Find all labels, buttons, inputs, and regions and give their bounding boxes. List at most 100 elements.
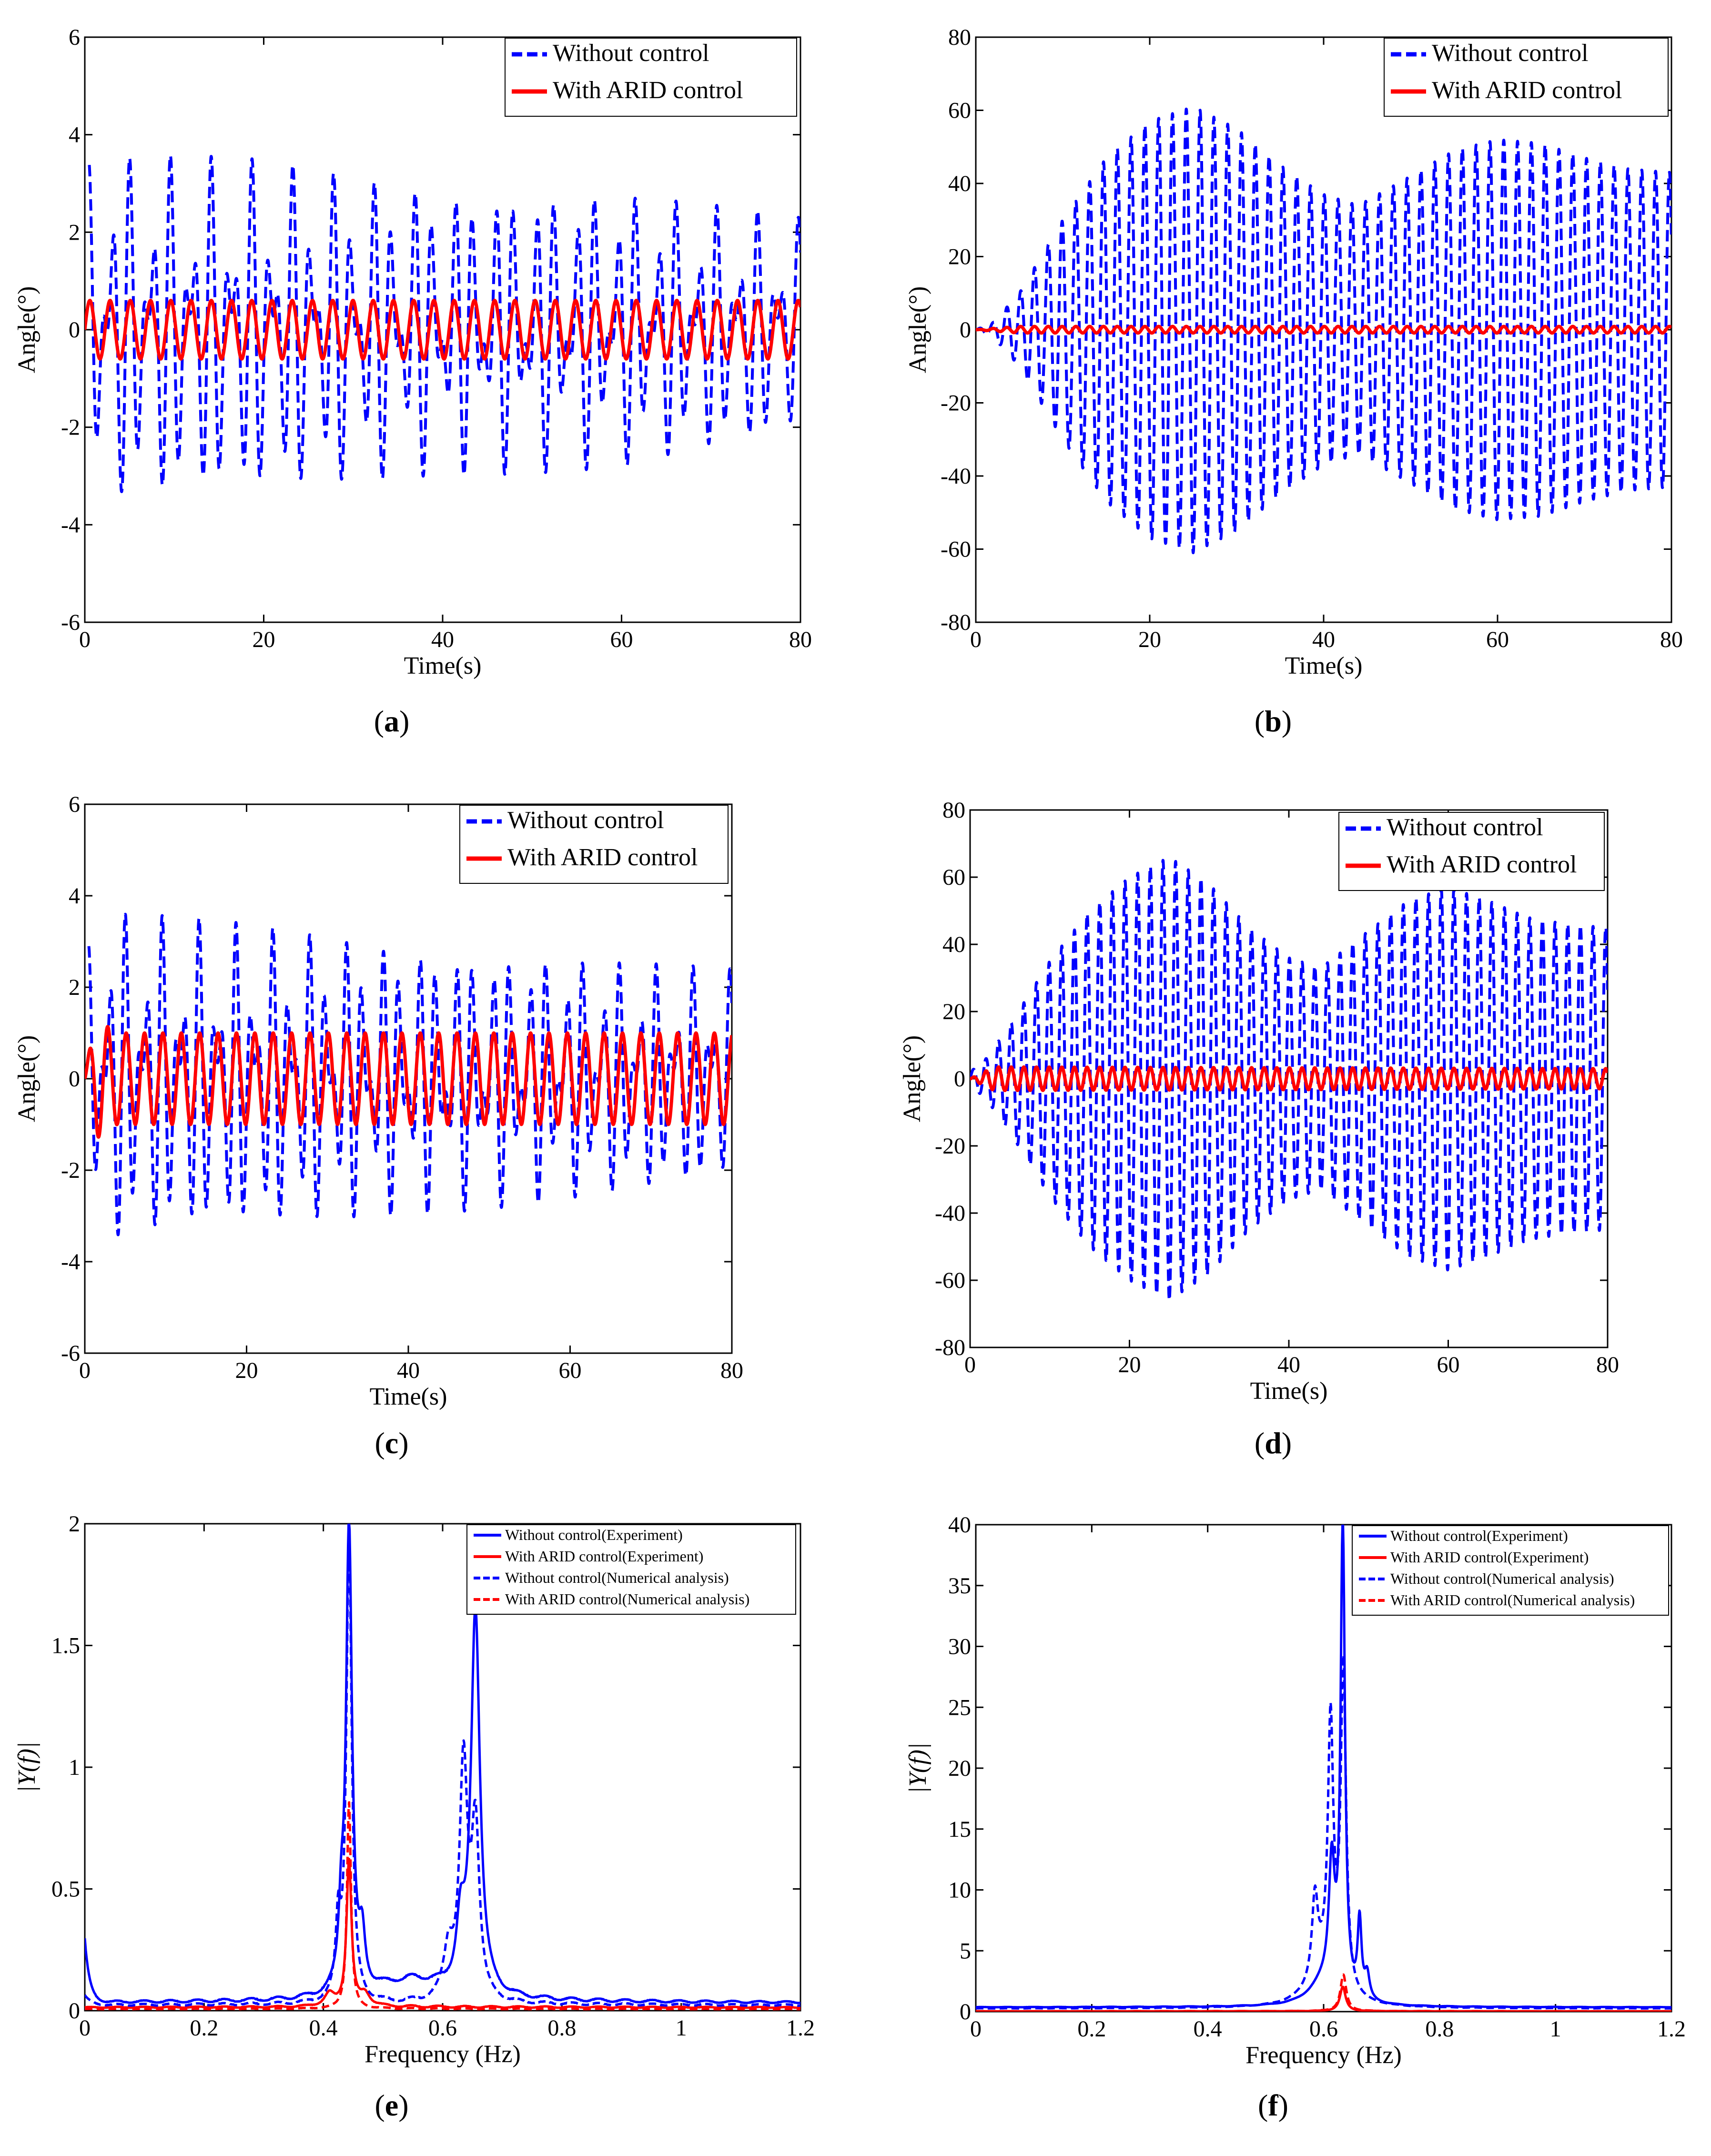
legend-box	[1384, 38, 1669, 117]
y-tick-label: -60	[941, 537, 971, 562]
y-tick-label: -80	[935, 1335, 965, 1360]
legend-label: Without control(Numerical analysis)	[1390, 1570, 1614, 1587]
y-axis-label: Angle(°)	[13, 1035, 40, 1123]
x-tick-label: 60	[1486, 627, 1509, 652]
y-tick-label: -2	[61, 415, 80, 440]
legend-label: With ARID control(Numerical analysis)	[1390, 1591, 1635, 1609]
series-line-1	[85, 1524, 800, 2004]
x-tick-label: 20	[253, 627, 275, 652]
legend-label: With ARID control	[1387, 851, 1577, 878]
y-tick-label: 20	[948, 244, 971, 270]
x-tick-label: 0.6	[428, 2015, 457, 2041]
y-tick-label: 35	[948, 1573, 971, 1599]
x-axis-label: Time(s)	[370, 1383, 447, 1410]
x-tick-label: 0	[964, 1352, 976, 1377]
y-tick-label: 0	[960, 317, 971, 343]
y-tick-label: -20	[935, 1134, 965, 1159]
panel-caption: (a)	[374, 704, 410, 738]
x-tick-label: 60	[1437, 1352, 1460, 1377]
chart-panel-d: 0 20 40 60 80 -80 -60 -40 -20 0 20 40 60 80 Time(s) Ang…	[899, 798, 1619, 1460]
legend-box	[1352, 1525, 1669, 1616]
plot-area	[85, 154, 800, 493]
legend-label: With ARID control(Numerical analysis)	[505, 1590, 749, 1608]
x-tick-label: 60	[559, 1358, 582, 1383]
x-tick-label: 40	[1312, 627, 1335, 652]
legend-label: Without control	[1387, 814, 1543, 841]
x-tick-label: 0	[970, 2016, 982, 2042]
series-line-1	[976, 1525, 1671, 2009]
y-tick-label: -40	[935, 1201, 965, 1226]
x-tick-label: 20	[1118, 1352, 1141, 1377]
x-tick-label: 0.4	[309, 2015, 338, 2041]
series-line-1	[87, 912, 732, 1236]
series-line-2	[85, 1025, 732, 1139]
panel-caption: (d)	[1255, 1426, 1292, 1460]
y-tick-label: 4	[69, 883, 80, 909]
x-tick-label: 0.6	[1309, 2016, 1338, 2042]
y-tick-label: 0	[69, 1066, 80, 1092]
y-tick-label: 1.5	[51, 1633, 80, 1659]
legend-box	[459, 805, 729, 884]
chart-panel-f: 0 0.2 0.4 0.6 0.8 1 1.2 0 5 10 15 20 25 30 35 40 Frequen…	[904, 1512, 1686, 2122]
series-line-2	[970, 1065, 1608, 1093]
x-tick-label: 20	[1138, 627, 1161, 652]
y-tick-label: 40	[942, 932, 965, 957]
y-tick-label: -60	[935, 1268, 965, 1293]
legend-label: Without control(Experiment)	[1390, 1527, 1568, 1544]
series-line-3	[976, 1654, 1671, 2010]
plot-area	[970, 859, 1608, 1302]
y-tick-label: 2	[69, 975, 80, 1000]
legend-box	[466, 1524, 796, 1615]
series-line-4	[85, 1801, 800, 2011]
y-tick-label: -80	[941, 610, 971, 635]
panel-caption: (e)	[375, 2088, 408, 2122]
y-axis-label: Angle(°)	[899, 1035, 926, 1123]
x-tick-label: 1	[1550, 2016, 1561, 2042]
y-tick-label: 60	[948, 98, 971, 123]
x-tick-label: 0	[79, 1358, 91, 1383]
chart-panel-a: 0 20 40 60 80 -6 -4 -2 0 2 4 6 Time(s) Angle(°) Withou…	[13, 25, 812, 738]
x-tick-label: 20	[235, 1358, 258, 1383]
y-axis-label: |Y(f)|	[904, 1743, 931, 1794]
legend-label: Without control	[553, 40, 709, 67]
legend-box	[1338, 812, 1605, 891]
y-tick-label: 1	[69, 1755, 80, 1780]
y-tick-label: 80	[942, 798, 965, 823]
legend-label: Without control	[507, 807, 664, 834]
chart-panel-c: 0 20 40 60 80 -6 -4 -2 0 2 4 6 Time(s) Angle(°) Withou…	[13, 792, 743, 1460]
y-tick-label: 0	[960, 1999, 971, 2024]
y-tick-label: 25	[948, 1695, 971, 1720]
plot-area	[976, 107, 1671, 555]
legend-label: Without control(Experiment)	[505, 1526, 683, 1543]
y-tick-label: -4	[61, 512, 80, 537]
x-tick-label: 0.4	[1194, 2016, 1222, 2042]
plot-area	[976, 1525, 1671, 2012]
panel-caption: (c)	[375, 1426, 408, 1460]
x-tick-label: 0.2	[190, 2015, 218, 2041]
series-line-2	[85, 299, 800, 361]
y-axis-label: |Y(f)|	[13, 1742, 40, 1793]
x-tick-label: 80	[1596, 1352, 1619, 1377]
x-tick-label: 40	[431, 627, 454, 652]
x-tick-label: 0	[79, 627, 91, 652]
x-tick-label: 0.8	[547, 2015, 576, 2041]
y-tick-label: 60	[942, 865, 965, 890]
y-axis-label: Angle(°)	[13, 286, 40, 374]
y-tick-label: -2	[61, 1158, 80, 1183]
y-tick-label: 20	[942, 999, 965, 1024]
legend-label: With ARID control	[553, 77, 743, 104]
x-tick-label: 1	[676, 2015, 687, 2041]
legend-label: With ARID control	[1432, 77, 1622, 104]
y-tick-label: 10	[948, 1878, 971, 1903]
x-axis-label: Time(s)	[404, 652, 482, 679]
x-tick-label: 0.8	[1425, 2016, 1454, 2042]
y-tick-label: 0	[69, 1998, 80, 2024]
y-axis-label: Angle(°)	[904, 286, 931, 374]
y-tick-label: -40	[941, 464, 971, 489]
series-line-1	[976, 107, 1671, 555]
series-line-2	[85, 1858, 800, 2009]
legend-label: With ARID control	[507, 844, 698, 871]
legend-label: With ARID control(Experiment)	[505, 1548, 703, 1565]
y-tick-label: -6	[61, 610, 80, 635]
